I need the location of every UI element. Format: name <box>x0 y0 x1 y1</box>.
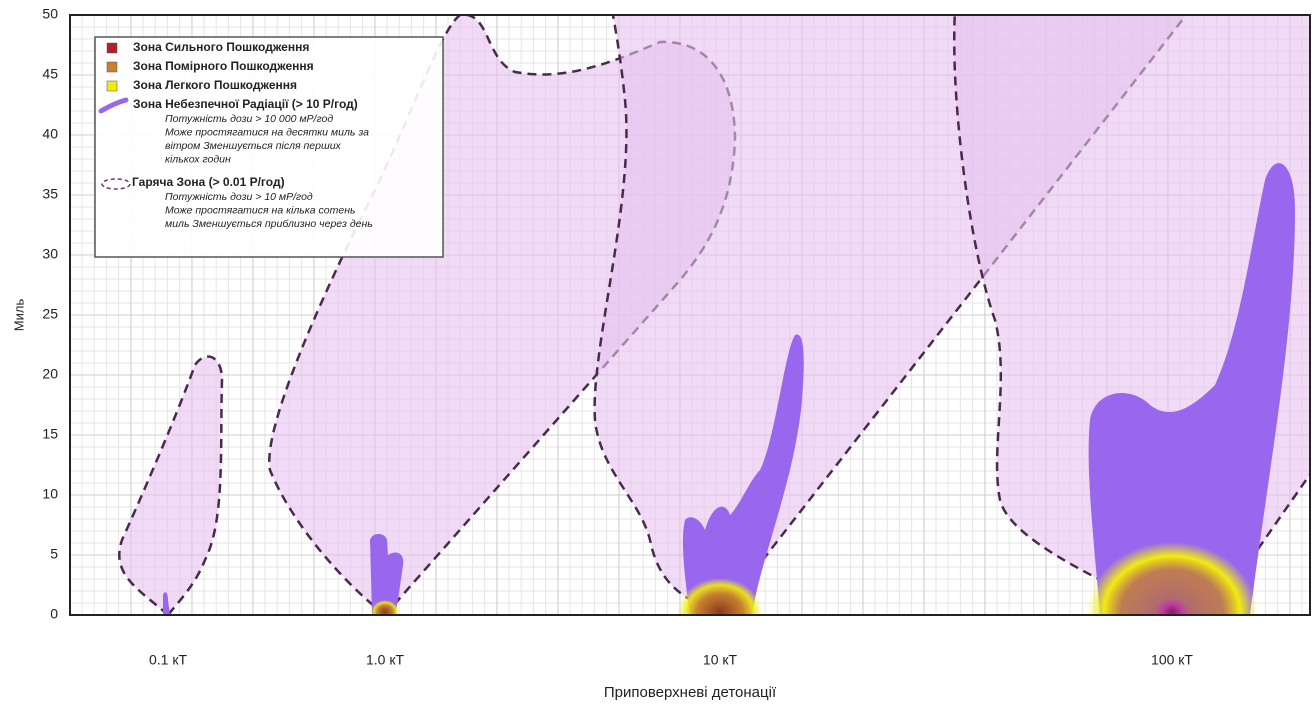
hazard-zone <box>1088 163 1295 615</box>
y-tick-label: 40 <box>42 126 58 142</box>
damage-zone <box>678 578 762 615</box>
legend-label: Зона Помірного Пошкодження <box>133 59 314 73</box>
hot-zone <box>118 355 224 615</box>
plumes <box>118 15 1310 615</box>
legend-label: Зона Небезпечної Радіації (> 10 Р/год) <box>133 97 358 111</box>
legend-description: Потужність дози > 10 мР/год <box>165 191 313 203</box>
legend-swatch <box>98 97 129 114</box>
legend-description: Потужність дози > 10 000 мР/год <box>165 113 333 125</box>
legend-swatch <box>106 42 118 54</box>
x-tick-label: 100 кТ <box>1151 652 1193 668</box>
legend-swatch <box>101 178 131 190</box>
y-tick-label: 0 <box>50 606 58 622</box>
y-tick-label: 10 <box>42 486 58 502</box>
y-tick-label: 25 <box>42 306 58 322</box>
legend-description: вітром Зменшується після перших <box>165 140 342 152</box>
plot-frame <box>69 14 1311 616</box>
legend-box <box>94 36 444 258</box>
y-tick-label: 20 <box>42 366 58 382</box>
x-axis-label: Приповерхневі детонації <box>604 684 777 701</box>
legend-description: Може простягатися на кілька сотень <box>165 204 356 216</box>
x-tick-label: 10 кТ <box>703 652 738 668</box>
y-tick-label: 35 <box>42 186 58 202</box>
legend-description: миль Зменшується приблизно через день <box>165 218 373 230</box>
hazard-zone <box>682 334 804 615</box>
legend: Зона Сильного Пошкодження Зона Помірного … <box>94 36 444 258</box>
legend-description: кількох годин <box>165 153 231 165</box>
hazard-zone <box>163 592 170 615</box>
damage-zone <box>371 600 399 615</box>
y-tick-label: 50 <box>42 6 58 22</box>
legend-label: Гаряча Зона (> 0.01 Р/год) <box>132 175 285 189</box>
y-tick-label: 30 <box>42 246 58 262</box>
x-tick-label: 1.0 кТ <box>366 652 404 668</box>
legend-swatch <box>106 80 118 92</box>
y-tick-label: 45 <box>42 66 58 82</box>
y-tick-label: 15 <box>42 426 58 442</box>
hazard-zone <box>370 534 404 615</box>
legend-description: Може простягатися на десятки миль за <box>165 126 369 138</box>
legend-label: Зона Легкого Пошкодження <box>133 78 297 92</box>
legend-label: Зона Сильного Пошкодження <box>133 40 309 54</box>
y-axis-label: Миль <box>11 299 26 332</box>
y-tick-label: 5 <box>50 546 58 562</box>
legend-swatch <box>106 61 118 73</box>
x-tick-label: 0.1 кТ <box>149 652 187 668</box>
damage-zone <box>1087 542 1257 615</box>
